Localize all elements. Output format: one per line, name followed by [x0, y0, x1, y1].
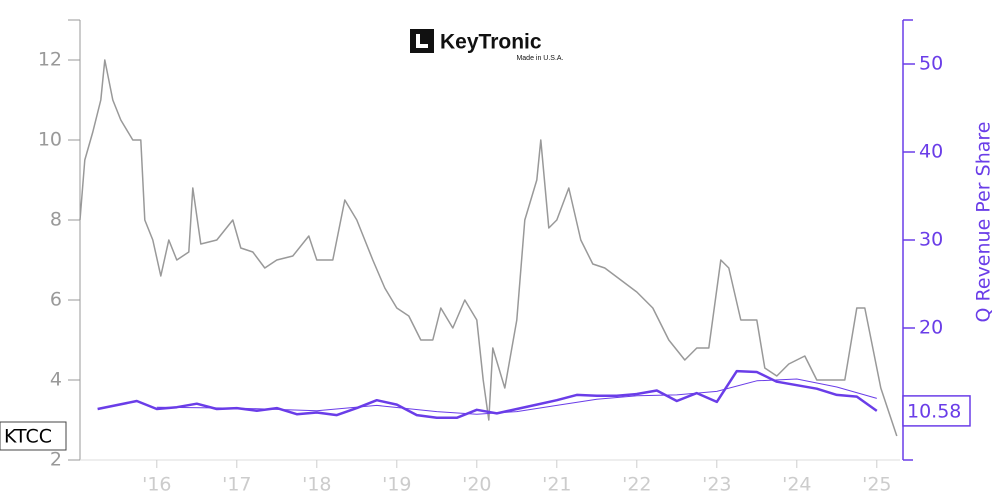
y-tick-label: 2 [50, 449, 62, 471]
ticker-box [0, 421, 67, 451]
series-line [79, 59, 898, 437]
series-line [97, 369, 878, 420]
y-tick-label: 6 [50, 289, 62, 311]
y2-tick-label: 30 [919, 229, 943, 251]
value-box [902, 395, 971, 427]
value-label: 10.58 [907, 400, 961, 422]
y2-tick-label: 20 [919, 317, 943, 339]
y2-tick-label: 40 [919, 141, 943, 163]
x-tick-label: '23 [702, 474, 731, 496]
logo-icon [410, 29, 434, 53]
logo-tagline: Made in U.S.A. [516, 55, 563, 62]
x-tick-label: '21 [542, 474, 571, 496]
logo-name: KeyTronic [440, 31, 542, 54]
x-tick-label: '17 [222, 474, 251, 496]
y-tick-label: 12 [38, 49, 62, 71]
logo-icon-mark [416, 34, 428, 48]
x-tick-label: '22 [622, 474, 651, 496]
ticker-label: KTCC [4, 426, 52, 448]
y-tick-label: 4 [50, 369, 62, 391]
x-tick-label: '20 [462, 474, 491, 496]
x-tick-label: '18 [302, 474, 331, 496]
y-tick-label: 8 [50, 209, 62, 231]
series-line [156, 378, 877, 415]
y2-tick-label: 50 [919, 53, 943, 75]
x-tick-label: '24 [782, 474, 811, 496]
x-tick-label: '19 [382, 474, 411, 496]
x-tick-label: '16 [142, 474, 171, 496]
x-tick-label: '25 [862, 474, 891, 496]
y2-axis-title: Q Revenue Per Share [973, 122, 995, 323]
y-tick-label: 10 [38, 129, 62, 151]
logo: KeyTronic Made in U.S.A. [410, 29, 564, 62]
